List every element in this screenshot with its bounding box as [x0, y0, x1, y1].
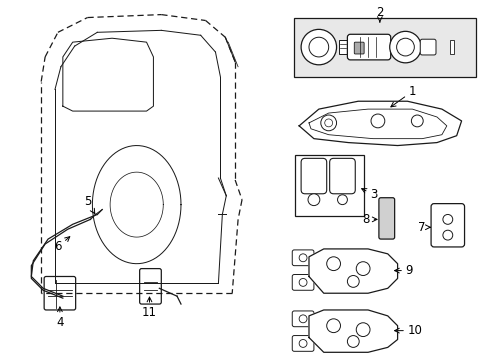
Circle shape [442, 230, 452, 240]
FancyBboxPatch shape [140, 269, 161, 304]
Circle shape [299, 278, 306, 286]
FancyBboxPatch shape [329, 158, 355, 194]
FancyBboxPatch shape [419, 39, 435, 55]
Circle shape [326, 257, 340, 271]
FancyBboxPatch shape [301, 158, 326, 194]
FancyBboxPatch shape [353, 42, 364, 54]
Text: 7: 7 [417, 221, 429, 234]
FancyBboxPatch shape [346, 34, 390, 60]
Circle shape [337, 195, 346, 204]
Circle shape [356, 262, 369, 275]
Circle shape [307, 194, 319, 206]
Circle shape [396, 38, 413, 56]
Text: 10: 10 [394, 324, 422, 337]
Polygon shape [308, 249, 397, 293]
Text: 2: 2 [375, 6, 383, 22]
Text: 9: 9 [394, 264, 412, 277]
Circle shape [442, 215, 452, 224]
FancyBboxPatch shape [430, 204, 464, 247]
FancyBboxPatch shape [292, 275, 313, 290]
Circle shape [389, 31, 420, 63]
FancyBboxPatch shape [292, 336, 313, 351]
Circle shape [320, 115, 336, 131]
Bar [294, 18, 475, 77]
Text: 6: 6 [54, 237, 70, 253]
FancyBboxPatch shape [292, 250, 313, 266]
Text: 3: 3 [361, 188, 377, 201]
Circle shape [301, 30, 336, 65]
FancyBboxPatch shape [378, 198, 394, 239]
Circle shape [346, 336, 359, 347]
Circle shape [410, 115, 422, 127]
Circle shape [370, 114, 384, 128]
Text: 4: 4 [56, 307, 63, 329]
Text: 1: 1 [390, 85, 415, 107]
FancyBboxPatch shape [292, 311, 313, 327]
FancyBboxPatch shape [44, 276, 76, 310]
Text: 8: 8 [362, 213, 376, 226]
Circle shape [308, 37, 328, 57]
Bar [338, 40, 347, 54]
Text: 5: 5 [83, 195, 95, 213]
Circle shape [326, 319, 340, 333]
Circle shape [299, 339, 306, 347]
Circle shape [356, 323, 369, 337]
Circle shape [299, 254, 306, 262]
Bar [449, 40, 453, 54]
Bar [295, 156, 364, 216]
Circle shape [299, 315, 306, 323]
Polygon shape [299, 101, 461, 145]
Polygon shape [308, 310, 397, 352]
Circle shape [324, 119, 332, 127]
Text: 11: 11 [142, 297, 157, 319]
Circle shape [346, 275, 359, 287]
